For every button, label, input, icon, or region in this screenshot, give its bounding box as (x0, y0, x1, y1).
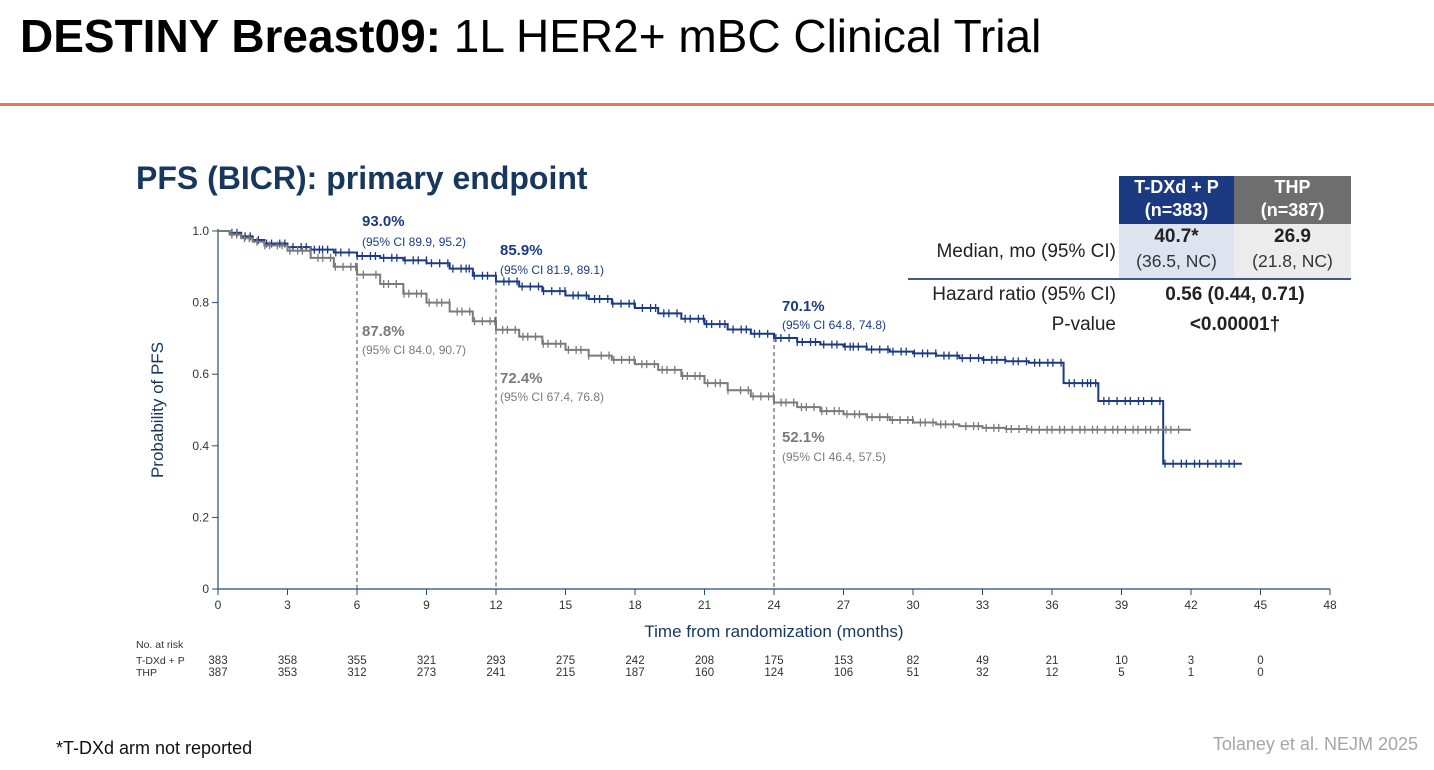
x-tick-label: 0 (215, 598, 222, 612)
at-risk-value: 51 (907, 667, 920, 679)
x-tick-label: 15 (559, 598, 573, 612)
at-risk-value: 106 (834, 667, 853, 679)
at-risk-value: 32 (976, 667, 989, 679)
annotation-value: 72.4% (500, 370, 543, 387)
at-risk-row-label: THP (136, 667, 157, 679)
footnote: *T-DXd arm not reported (56, 738, 253, 758)
at-risk-value: 208 (695, 655, 714, 667)
annotation-ci: (95% CI 81.9, 89.1) (500, 263, 604, 277)
at-risk-value: 353 (278, 667, 297, 679)
at-risk-value: 3 (1188, 655, 1194, 667)
annotation-ci: (95% CI 84.0, 90.7) (362, 343, 466, 357)
annotation-value: 93.0% (362, 213, 405, 230)
slide-title-bold: DESTINY Breast09: (20, 10, 441, 62)
x-tick-label: 45 (1254, 598, 1268, 612)
at-risk-value: 273 (417, 667, 436, 679)
annotation-value: 85.9% (500, 242, 543, 259)
at-risk-value: 387 (208, 667, 227, 679)
at-risk-value: 358 (278, 655, 297, 667)
x-tick-label: 24 (767, 598, 781, 612)
y-tick-label: 0.6 (192, 367, 209, 381)
annotation-ci: (95% CI 64.8, 74.8) (782, 318, 886, 332)
at-risk-value: 124 (764, 667, 784, 679)
annotation-value: 52.1% (782, 429, 825, 446)
x-tick-label: 18 (628, 598, 642, 612)
censor-marks-tdxd (231, 228, 1235, 468)
at-risk-value: 215 (556, 667, 575, 679)
annotation-ci: (95% CI 89.9, 95.2) (362, 235, 466, 249)
y-tick-label: 0.4 (192, 439, 209, 453)
at-risk-value: 241 (486, 667, 505, 679)
at-risk-value: 1 (1188, 667, 1194, 679)
y-axis-label: Probability of PFS (148, 342, 167, 478)
x-tick-label: 6 (354, 598, 361, 612)
at-risk-value: 293 (486, 655, 505, 667)
at-risk-value: 49 (976, 655, 989, 667)
x-tick-label: 27 (837, 598, 851, 612)
censor-marks-thp (231, 230, 1180, 434)
at-risk-value: 187 (625, 667, 644, 679)
at-risk-value: 275 (556, 655, 575, 667)
y-tick-label: 0.2 (192, 510, 209, 524)
at-risk-value: 175 (764, 655, 783, 667)
annotation-value: 87.8% (362, 323, 405, 340)
at-risk-row-label: T-DXd + P (136, 655, 185, 667)
x-tick-label: 9 (423, 598, 430, 612)
at-risk-value: 21 (1046, 655, 1059, 667)
at-risk-value: 153 (834, 655, 853, 667)
x-tick-label: 30 (906, 598, 920, 612)
x-tick-label: 33 (976, 598, 990, 612)
y-tick-label: 0 (202, 582, 209, 596)
at-risk-value: 0 (1257, 667, 1263, 679)
y-tick-label: 1.0 (192, 224, 209, 238)
annotation-value: 70.1% (782, 298, 825, 315)
at-risk-value: 242 (625, 655, 644, 667)
slide-title: DESTINY Breast09: 1L HER2+ mBC Clinical … (20, 8, 1041, 64)
at-risk-value: 12 (1046, 667, 1059, 679)
y-tick-label: 0.8 (192, 296, 209, 310)
at-risk-value: 355 (347, 655, 366, 667)
citation: Tolaney et al. NEJM 2025 (1212, 734, 1418, 754)
at-risk-value: 160 (695, 667, 714, 679)
at-risk-value: 383 (208, 655, 227, 667)
x-tick-label: 48 (1323, 598, 1337, 612)
at-risk-value: 0 (1257, 655, 1263, 667)
at-risk-title: No. at risk (136, 639, 184, 651)
x-tick-label: 3 (284, 598, 291, 612)
km-curve-thp (218, 230, 1191, 431)
x-tick-label: 21 (698, 598, 712, 612)
slide-title-rest: 1L HER2+ mBC Clinical Trial (441, 10, 1042, 62)
title-divider (0, 103, 1434, 106)
at-risk-value: 321 (417, 655, 436, 667)
x-tick-label: 12 (489, 598, 503, 612)
x-tick-label: 39 (1115, 598, 1129, 612)
annotation-ci: (95% CI 46.4, 57.5) (782, 450, 886, 464)
annotation-ci: (95% CI 67.4, 76.8) (500, 390, 604, 404)
at-risk-value: 82 (907, 655, 920, 667)
x-tick-label: 36 (1045, 598, 1059, 612)
section-title: PFS (BICR): primary endpoint (136, 160, 588, 196)
at-risk-value: 10 (1115, 655, 1128, 667)
at-risk-value: 5 (1118, 667, 1124, 679)
at-risk-value: 312 (347, 667, 366, 679)
x-axis-label: Time from randomization (months) (644, 622, 903, 641)
x-tick-label: 42 (1184, 598, 1198, 612)
